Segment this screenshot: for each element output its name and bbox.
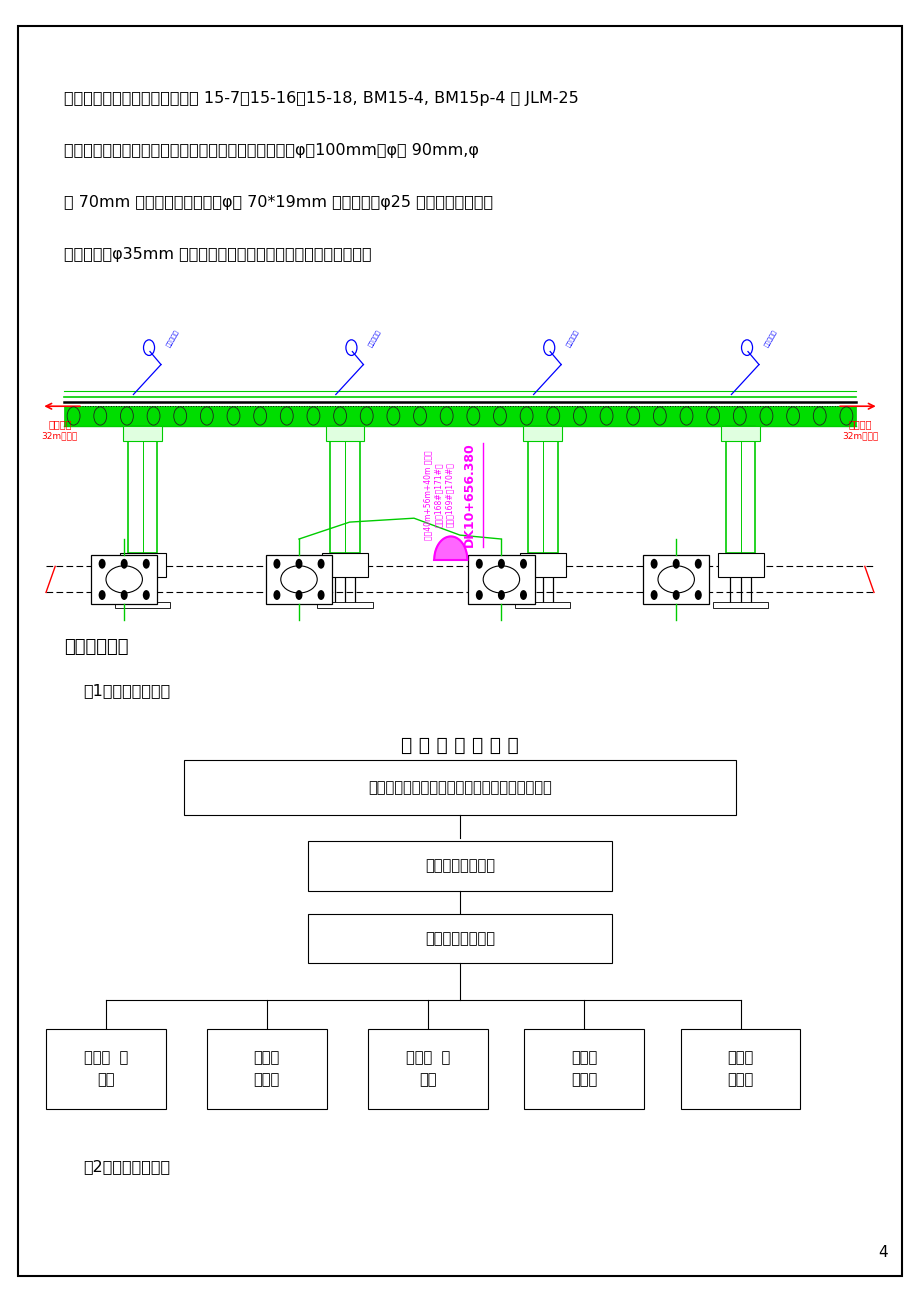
Text: 技术员
黄优飞: 技术员 黄优飞 — [254, 1051, 279, 1087]
Text: 试验员
孟祥富: 试验员 孟祥富 — [571, 1051, 596, 1087]
Bar — [128, 426, 157, 553]
Circle shape — [519, 590, 527, 600]
Bar — [207, 1029, 326, 1109]
Circle shape — [475, 559, 482, 569]
Text: 内 70mm 金属波纹管，横向为φ内 70*19mm 扁管，竖向φ25 精轧螺纹钢筋的波: 内 70mm 金属波纹管，横向为φ内 70*19mm 扁管，竖向φ25 精轧螺纹… — [64, 195, 493, 211]
Circle shape — [317, 559, 324, 569]
Bar — [91, 555, 157, 604]
Circle shape — [120, 559, 128, 569]
Bar — [325, 426, 364, 441]
Circle shape — [273, 590, 280, 600]
Bar — [523, 426, 562, 441]
Text: 边墩：168#、171#墩: 边墩：168#、171#墩 — [434, 462, 443, 527]
Circle shape — [672, 559, 679, 569]
Bar — [519, 553, 565, 577]
Bar — [515, 602, 570, 608]
Bar — [266, 555, 332, 604]
Polygon shape — [434, 536, 467, 560]
Text: 主墩：169#、170#墩: 主墩：169#、170#墩 — [445, 462, 454, 527]
Bar — [468, 555, 534, 604]
Circle shape — [650, 559, 657, 569]
Text: 预应力钢束: 预应力钢束 — [763, 328, 777, 348]
Text: 云龙方向: 云龙方向 — [847, 419, 871, 430]
Text: 32m简支架: 32m简支架 — [41, 431, 78, 440]
Text: 32m简支架: 32m简支架 — [841, 431, 878, 440]
Circle shape — [98, 590, 106, 600]
Bar — [123, 426, 162, 441]
Circle shape — [475, 590, 482, 600]
Bar — [308, 914, 611, 963]
Bar — [64, 406, 855, 426]
Text: 三、组织机构: 三、组织机构 — [64, 638, 129, 656]
Text: 组 织 管 理 机 构 图: 组 织 管 理 机 构 图 — [401, 736, 518, 755]
Circle shape — [650, 590, 657, 600]
Circle shape — [295, 559, 302, 569]
Bar — [184, 760, 735, 815]
Text: 安全员  张
建勇: 安全员 张 建勇 — [405, 1051, 449, 1087]
Circle shape — [519, 559, 527, 569]
Bar — [322, 553, 368, 577]
Bar — [119, 553, 165, 577]
Bar — [524, 1029, 643, 1109]
Text: 预应力钢束: 预应力钢束 — [565, 328, 579, 348]
Bar — [317, 602, 372, 608]
Text: 技术负责：张继勇: 技术负责：张继勇 — [425, 931, 494, 947]
Bar — [46, 1029, 165, 1109]
Circle shape — [295, 590, 302, 600]
Circle shape — [98, 559, 106, 569]
Text: 精轧螺纹钢筋。锚具型号分别为 15-7、15-16、15-18, BM15-4, BM15p-4 和 JLM-25: 精轧螺纹钢筋。锚具型号分别为 15-7、15-16、15-18, BM15-4,… — [64, 91, 579, 107]
Circle shape — [273, 559, 280, 569]
Text: （1）组织管理机构: （1）组织管理机构 — [83, 684, 170, 699]
Text: 型。所有预应力孔道皆采用预埋波纹管，纵向波纹管为φ内100mm，φ内 90mm,φ: 型。所有预应力孔道皆采用预埋波纹管，纵向波纹管为φ内100mm，φ内 90mm,… — [64, 143, 479, 159]
Circle shape — [142, 559, 150, 569]
Text: 质检员  江
志强: 质检员 江 志强 — [84, 1051, 128, 1087]
Circle shape — [672, 590, 679, 600]
Bar — [528, 426, 557, 553]
Text: 铁四局宁波铁路枢纽新建北环线工程项目经理部: 铁四局宁波铁路枢纽新建北环线工程项目经理部 — [368, 780, 551, 796]
Bar — [720, 426, 759, 441]
Text: （2）安全管理机构: （2）安全管理机构 — [83, 1159, 170, 1174]
Text: 预应力钢束: 预应力钢束 — [165, 328, 179, 348]
Text: 纹管为内径φ35mm 铁皮波纹管，施工时预应力张拉分节段进行。: 纹管为内径φ35mm 铁皮波纹管，施工时预应力张拉分节段进行。 — [64, 247, 371, 263]
Bar — [680, 1029, 800, 1109]
Text: 双线40m+56m+40m 连续梁: 双线40m+56m+40m 连续梁 — [423, 450, 432, 539]
Circle shape — [142, 590, 150, 600]
Circle shape — [120, 590, 128, 600]
Bar — [330, 426, 359, 553]
Bar — [725, 426, 754, 553]
Bar — [712, 602, 767, 608]
Text: DK10+656.380: DK10+656.380 — [462, 443, 475, 547]
Text: 二队负责人：李岩: 二队负责人：李岩 — [425, 858, 494, 874]
Bar — [37, 345, 882, 605]
Text: 张壁方向: 张壁方向 — [48, 419, 72, 430]
Circle shape — [694, 559, 701, 569]
Circle shape — [497, 590, 505, 600]
Bar — [368, 1029, 487, 1109]
Circle shape — [694, 590, 701, 600]
Bar — [717, 553, 763, 577]
Circle shape — [497, 559, 505, 569]
Bar — [115, 602, 170, 608]
Bar — [642, 555, 709, 604]
Text: 预应力钢束: 预应力钢束 — [368, 328, 381, 348]
Circle shape — [317, 590, 324, 600]
Text: 材料员
李保强: 材料员 李保强 — [727, 1051, 753, 1087]
Text: 4: 4 — [878, 1245, 887, 1260]
Bar — [308, 841, 611, 891]
